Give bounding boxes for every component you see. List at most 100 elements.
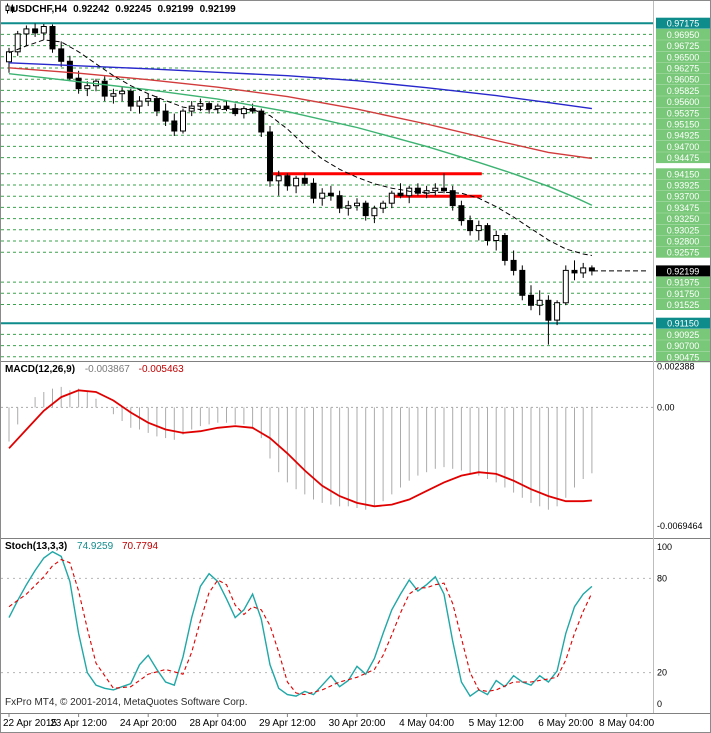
stoch-main-line	[8, 550, 593, 698]
candle-body	[206, 103, 213, 110]
macd-scale-label: -0.0069464	[657, 521, 703, 531]
candle-body	[32, 28, 39, 34]
candle-body	[310, 182, 317, 199]
horizontal-line-objects	[1, 22, 653, 325]
candle-body	[388, 192, 395, 204]
candle-body	[214, 105, 221, 110]
time-label: 28 Apr 04:00	[189, 718, 246, 729]
candle-body	[406, 187, 413, 197]
panel-separators	[1, 1, 710, 714]
price-label-box	[656, 96, 710, 108]
candle-body	[327, 192, 334, 197]
candle-body	[197, 103, 204, 107]
price-label-box	[656, 40, 710, 52]
ma-fast-black	[8, 39, 592, 256]
price-label-box	[656, 129, 710, 141]
candle-body	[371, 207, 378, 217]
candle-body	[362, 202, 369, 217]
candle-body	[458, 205, 465, 222]
candle-body	[354, 202, 360, 207]
ohlc-high: 0.92245	[115, 3, 152, 15]
time-label: 24 Apr 20:00	[120, 718, 177, 729]
candle-body	[588, 267, 595, 272]
price-label-text: 0.94925	[667, 131, 700, 141]
ohlc-open: 0.92242	[73, 3, 110, 15]
price-label-box	[656, 276, 710, 288]
candle-body	[75, 77, 82, 90]
price-label-text: 0.96950	[667, 30, 700, 40]
stoch-scale-label: 0	[657, 699, 662, 709]
chart-header: USDCHF,H4 0.92242 0.92245 0.92199 0.9219…	[5, 3, 242, 15]
candle-body	[58, 48, 65, 62]
candle-body	[84, 85, 91, 90]
price-label-text: 0.93025	[667, 225, 700, 235]
stoch-value-signal: 70.7794	[121, 541, 159, 552]
candle-body	[110, 93, 117, 97]
price-label-box	[656, 265, 710, 277]
price-label-box	[656, 317, 710, 329]
price-label-text: 0.96050	[667, 75, 700, 85]
price-label-box	[656, 118, 710, 130]
candle-body	[545, 299, 552, 321]
candle-body	[223, 105, 230, 110]
price-label-text: 0.96725	[667, 41, 700, 51]
price-label-text: 0.96500	[667, 52, 700, 62]
price-label-text: 0.90475	[667, 352, 700, 362]
price-label-text: 0.95600	[667, 97, 700, 107]
candle-body	[571, 269, 578, 274]
price-label-box	[656, 340, 710, 352]
candle-body	[162, 110, 169, 122]
candle-body	[493, 235, 500, 241]
stoch-panel: 100 80 20 0	[1, 542, 672, 709]
ohlc-low: 0.92199	[157, 3, 194, 15]
macd-scale-label: 0.002388	[657, 362, 695, 372]
candle-body	[319, 192, 326, 199]
resistance-lines	[267, 172, 482, 198]
ma-medium-red	[8, 67, 592, 160]
ma-green	[8, 73, 593, 206]
price-label-text: 0.92800	[667, 237, 700, 247]
candle-body	[49, 26, 56, 50]
candle-body	[145, 98, 152, 102]
time-label: 30 Apr 20:00	[329, 718, 386, 729]
price-label-text: 0.91750	[667, 289, 700, 299]
candle-body	[119, 90, 126, 95]
candle-body	[258, 110, 265, 133]
price-label-box	[656, 107, 710, 119]
candle-body	[562, 269, 569, 304]
copyright-text: FxPro MT4, © 2001-2014, MetaQuotes Softw…	[5, 697, 248, 708]
stoch-label: Stoch(13,3,3)	[5, 541, 68, 552]
candle-body	[293, 177, 300, 187]
stoch-scale-label: 20	[657, 668, 667, 678]
price-label-text: 0.94475	[667, 153, 700, 163]
candle-body	[275, 175, 282, 182]
time-label: 5 May 12:00	[469, 718, 524, 729]
candle-body	[441, 187, 447, 192]
candle-body	[519, 269, 526, 296]
candle-body	[432, 187, 439, 192]
candle-body	[153, 98, 160, 112]
candle-body	[554, 302, 561, 321]
time-label: 29 Apr 12:00	[259, 718, 316, 729]
price-label-box	[656, 213, 710, 225]
candle-body	[467, 220, 474, 232]
price-label-text: 0.94700	[667, 142, 700, 152]
candle-body	[240, 108, 247, 115]
candle-body	[23, 28, 30, 35]
candle-body	[284, 175, 291, 187]
candle-body	[536, 299, 543, 306]
macd-panel: 0.002388 0.00 -0.0069464	[1, 362, 703, 531]
price-label-box	[656, 235, 710, 247]
candle-body	[475, 225, 482, 232]
candle-body	[449, 190, 456, 207]
price-label-box	[656, 84, 710, 96]
price-label-box	[656, 287, 710, 299]
price-label-text: 0.93700	[667, 192, 700, 202]
candle-body	[414, 187, 421, 194]
candle-body	[136, 100, 143, 107]
time-label: 8 May 04:00	[599, 718, 654, 729]
